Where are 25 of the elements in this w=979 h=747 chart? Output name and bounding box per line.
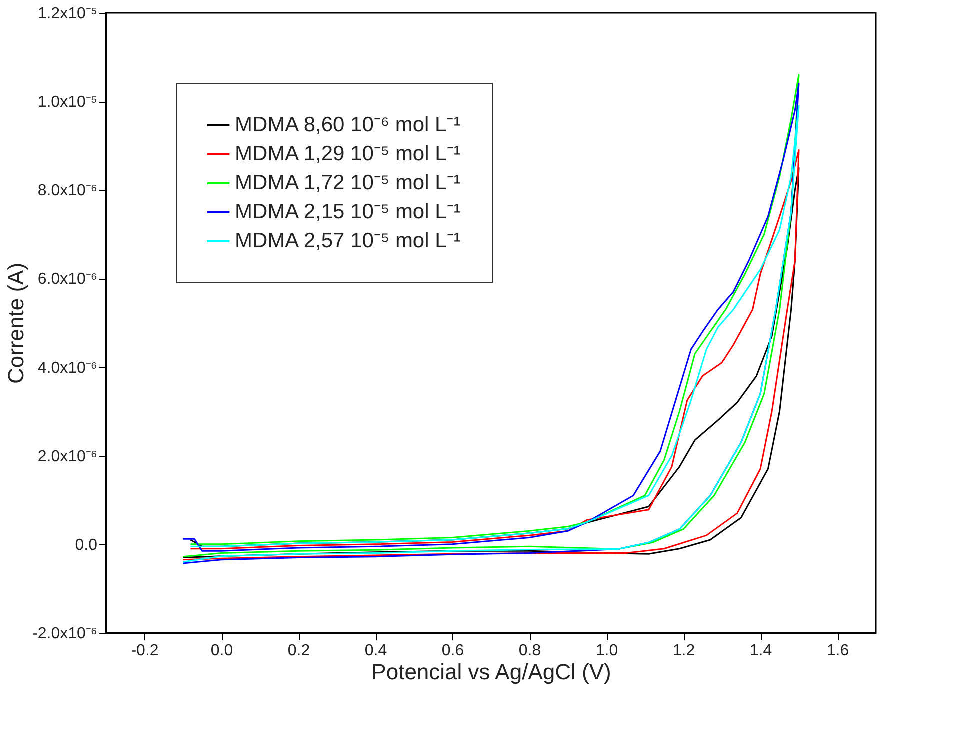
x-axis-title: Potencial vs Ag/AgCl (V) [372, 660, 612, 684]
legend-label: MDMA 8,60 10⁻⁶ mol L⁻¹ [235, 114, 461, 136]
x-tick-label: 0.0 [210, 642, 234, 660]
x-tick-label: 1.6 [826, 642, 850, 660]
y-tick-label: 1.2x10⁻⁵ [38, 6, 98, 22]
x-tick-label: -0.2 [131, 642, 159, 660]
y-tick-label: 0.0 [75, 536, 98, 554]
legend-label: MDMA 1,29 10⁻⁵ mol L⁻¹ [235, 142, 461, 166]
x-tick-label: 0.2 [288, 642, 310, 660]
y-tick-label: 2.0x10⁻⁶ [38, 448, 98, 466]
x-tick-label: 1.0 [596, 642, 618, 660]
x-tick-label: 0.6 [442, 642, 464, 660]
x-tick-label: 0.4 [364, 642, 388, 660]
legend-label: MDMA 1,72 10⁻⁵ mol L⁻¹ [235, 172, 461, 194]
y-axis-title: Corrente (A) [4, 262, 29, 384]
legend-label: MDMA 2,15 10⁻⁵ mol L⁻¹ [235, 200, 461, 224]
x-tick-label: 1.4 [750, 642, 772, 660]
x-tick-label: 0.8 [518, 642, 542, 660]
legend-label: MDMA 2,57 10⁻⁵ mol L⁻¹ [235, 230, 461, 252]
y-tick-label: 8.0x10⁻⁶ [38, 182, 98, 200]
y-tick-label: 4.0x10⁻⁶ [38, 360, 98, 377]
y-tick-label: 1.0x10⁻⁵ [38, 94, 98, 112]
y-tick-label: -2.0x10⁻⁶ [32, 626, 98, 642]
y-tick-label: 6.0x10⁻⁶ [38, 271, 98, 288]
x-tick-label: 1.2 [672, 642, 696, 660]
